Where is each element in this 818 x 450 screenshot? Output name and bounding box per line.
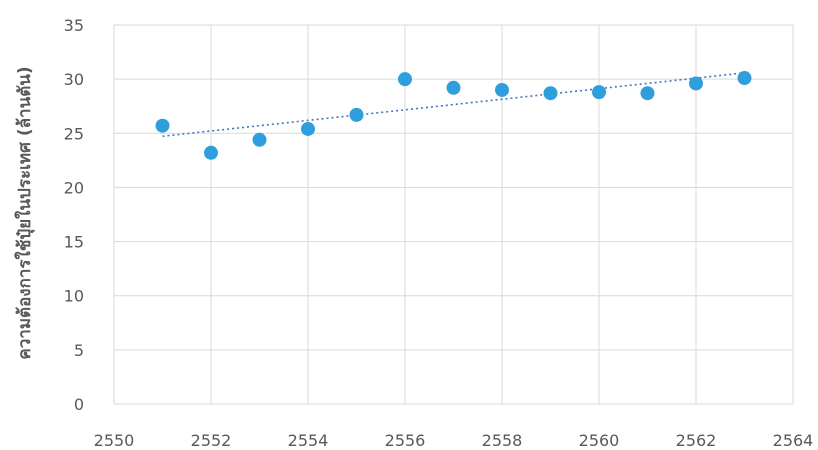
x-tick-label: 2558 [482,431,523,450]
x-tick-label: 2562 [676,431,717,450]
y-tick-label: 5 [74,341,84,360]
x-tick-label: 2564 [773,431,814,450]
tick-labels: 0 5 10 15 20 25 30 35 2550 2552 2554 2556 2558 2560 25… [64,16,814,450]
y-axis-label: ความต้องการใช้ปุ๋ยในประเทศ (ล้านตัน) [14,66,35,359]
x-tick-label: 2552 [191,431,232,450]
y-tick-label: 20 [64,178,84,197]
data-point [737,71,752,86]
x-tick-label: 2554 [288,431,329,450]
data-point [301,121,315,136]
data-points [155,71,752,160]
data-point [398,72,412,87]
y-tick-label: 0 [74,395,84,414]
x-tick-label: 2556 [385,431,426,450]
data-point [640,86,655,101]
grid-layer [113,24,794,405]
data-point [689,76,703,91]
data-point [252,132,267,147]
data-point [543,86,558,101]
y-tick-label: 35 [64,16,84,35]
y-tick-label: 10 [64,287,84,306]
x-tick-label: 2550 [94,431,135,450]
y-tick-label: 15 [64,233,84,252]
x-tick-label: 2560 [579,431,620,450]
data-point [155,118,170,133]
data-point [204,145,218,160]
data-point [349,107,364,122]
data-point [495,82,509,97]
data-point [446,80,461,95]
y-tick-label: 30 [64,70,84,89]
y-tick-label: 25 [64,124,84,143]
data-point [592,85,606,100]
